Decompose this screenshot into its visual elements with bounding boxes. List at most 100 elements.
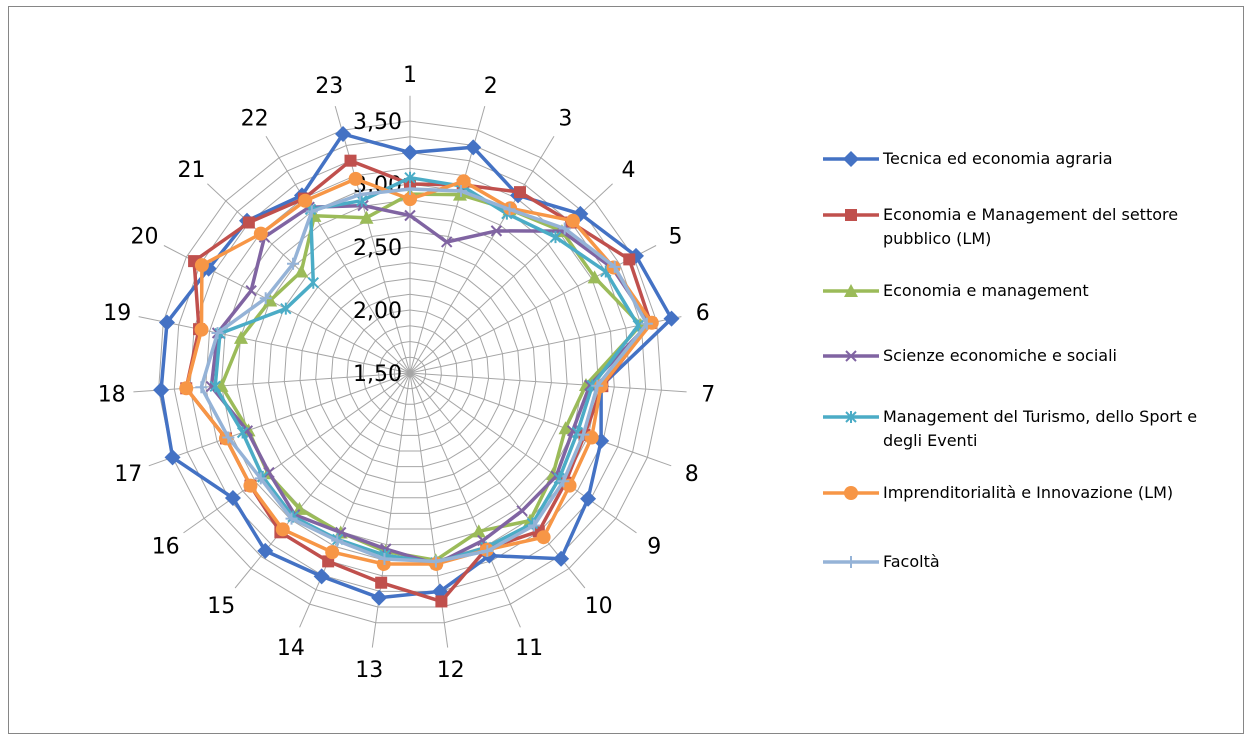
data-point — [292, 501, 307, 515]
grid-spoke — [409, 135, 555, 374]
legend-item: Imprenditorialità e Innovazione (LM) — [823, 483, 1173, 502]
data-point — [287, 257, 300, 270]
data-point — [844, 486, 858, 500]
data-point — [224, 489, 241, 506]
grid-spoke — [409, 372, 687, 393]
category-label: 18 — [98, 382, 126, 407]
data-point — [280, 302, 292, 315]
radial-tick-label: 2,00 — [353, 299, 402, 324]
radar-chart: 1,502,002,503,003,50 1 234567891011121314… — [98, 63, 1197, 683]
data-point — [305, 205, 318, 218]
data-point — [404, 183, 416, 196]
grid-ring — [299, 262, 521, 483]
series-layer — [153, 125, 680, 608]
data-point — [194, 322, 209, 337]
data-point — [325, 545, 340, 560]
data-point — [313, 568, 330, 585]
category-label: 2 — [484, 74, 498, 99]
legend-label: Tecnica ed economia agraria — [882, 149, 1113, 168]
chart-frame: 1,50 2,00 2,50 3,00 3,50 1 2 3 4 5 6 7 8 9 10 11 12 13 14… — [8, 6, 1244, 734]
radial-tick-label: 1,50 — [353, 362, 402, 387]
data-point — [404, 171, 416, 184]
category-label: 20 — [131, 224, 159, 249]
grid-ring — [268, 230, 552, 514]
data-point — [404, 209, 416, 222]
data-point — [516, 505, 528, 517]
grid-spoke — [148, 372, 411, 467]
data-point — [845, 209, 857, 221]
data-point — [254, 472, 267, 485]
radial-tick-label: 3,50 — [353, 110, 402, 135]
data-point — [429, 555, 442, 568]
grid-spoke — [409, 372, 521, 628]
category-label: 9 — [647, 534, 661, 559]
grid-ring — [236, 199, 584, 546]
category-label: 6 — [696, 301, 710, 326]
data-point — [553, 550, 570, 567]
legend-item: Scienze economiche e sociali — [823, 346, 1117, 365]
category-label: 11 — [515, 636, 543, 661]
grid-ring — [173, 136, 647, 608]
category-label: 13 — [355, 658, 383, 683]
series-line — [184, 158, 653, 604]
data-point — [285, 512, 298, 525]
data-point — [375, 576, 388, 589]
legend-label: Scienze economiche e sociali — [883, 346, 1117, 365]
grid-ring — [362, 325, 458, 421]
grid-ring — [315, 277, 505, 468]
grid-spoke — [409, 372, 672, 467]
grid-ring — [378, 340, 442, 405]
data-point — [275, 522, 290, 537]
legend-item: Management del Turismo, dello Sport e deg… — [823, 407, 1197, 450]
data-point — [503, 203, 516, 216]
series-line — [159, 132, 674, 600]
data-point — [845, 556, 857, 568]
data-point — [844, 284, 858, 297]
data-point — [465, 139, 482, 156]
data-point — [158, 314, 175, 331]
legend-item: Tecnica ed economia agraria — [823, 149, 1113, 168]
data-point — [481, 544, 494, 557]
data-point — [640, 317, 653, 330]
data-point — [580, 490, 597, 507]
grid-ring — [283, 246, 537, 499]
grid-ring — [346, 309, 474, 436]
data-point — [179, 381, 194, 396]
data-point — [577, 428, 590, 441]
legend-label: Imprenditorialità e Innovazione (LM) — [883, 483, 1173, 502]
data-point — [233, 330, 248, 344]
data-point — [608, 260, 621, 273]
category-label: 16 — [152, 534, 180, 559]
legend-item: Economia e Management del settore pubblic… — [823, 205, 1178, 248]
data-point — [331, 534, 344, 547]
legend-label: Management del Turismo, dello Sport e deg… — [883, 407, 1197, 450]
data-point — [236, 426, 249, 439]
data-point — [663, 310, 680, 327]
data-point — [209, 380, 221, 393]
category-label: 3 — [558, 107, 572, 132]
data-point — [644, 315, 659, 330]
category-label: 23 — [315, 74, 343, 99]
category-label: 1 — [403, 63, 417, 88]
data-point — [591, 379, 604, 392]
data-point — [211, 327, 224, 340]
series-line — [209, 203, 652, 566]
data-point — [558, 222, 571, 235]
data-point — [623, 253, 636, 266]
data-point — [565, 213, 580, 228]
legend-label: Economia e management — [883, 281, 1089, 300]
category-label: 8 — [685, 462, 699, 487]
data-point — [558, 421, 573, 435]
data-point — [371, 589, 388, 606]
data-point — [435, 595, 448, 608]
data-point — [843, 151, 859, 167]
data-point — [557, 475, 570, 488]
data-point — [402, 144, 418, 161]
data-point — [378, 552, 391, 565]
grid-spoke — [299, 372, 411, 628]
category-label: 4 — [622, 158, 636, 183]
data-point — [195, 381, 208, 394]
data-point — [344, 154, 357, 167]
legend-item: Economia e management — [823, 281, 1089, 300]
legend: Tecnica ed economia agraria Economia e Ma… — [823, 149, 1197, 571]
